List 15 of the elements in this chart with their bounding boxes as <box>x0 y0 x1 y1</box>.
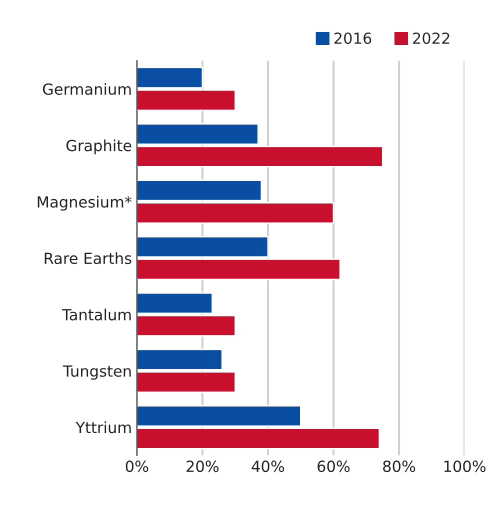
legend-label: 2022 <box>413 32 450 44</box>
x-tick-label: 60% <box>318 460 350 472</box>
x-tick-label: 80% <box>383 460 416 472</box>
x-tick-label: 100% <box>444 460 486 472</box>
y-tick-label: Magnesium* <box>38 196 132 211</box>
x-tick-label: 40% <box>252 460 284 472</box>
y-tick-label: Graphite <box>66 139 132 154</box>
y-tick-label: Germanium <box>42 83 131 95</box>
y-tick-label: Tungsten <box>62 365 131 380</box>
y-tick-label: Tantalum <box>62 308 131 320</box>
x-tick-label: 20% <box>186 460 219 472</box>
legend-label: 2016 <box>334 32 372 44</box>
x-tick-label: 0% <box>126 460 148 472</box>
y-tick-label: Yttrium <box>76 421 131 434</box>
y-tick-label: Rare Earths <box>44 252 132 264</box>
